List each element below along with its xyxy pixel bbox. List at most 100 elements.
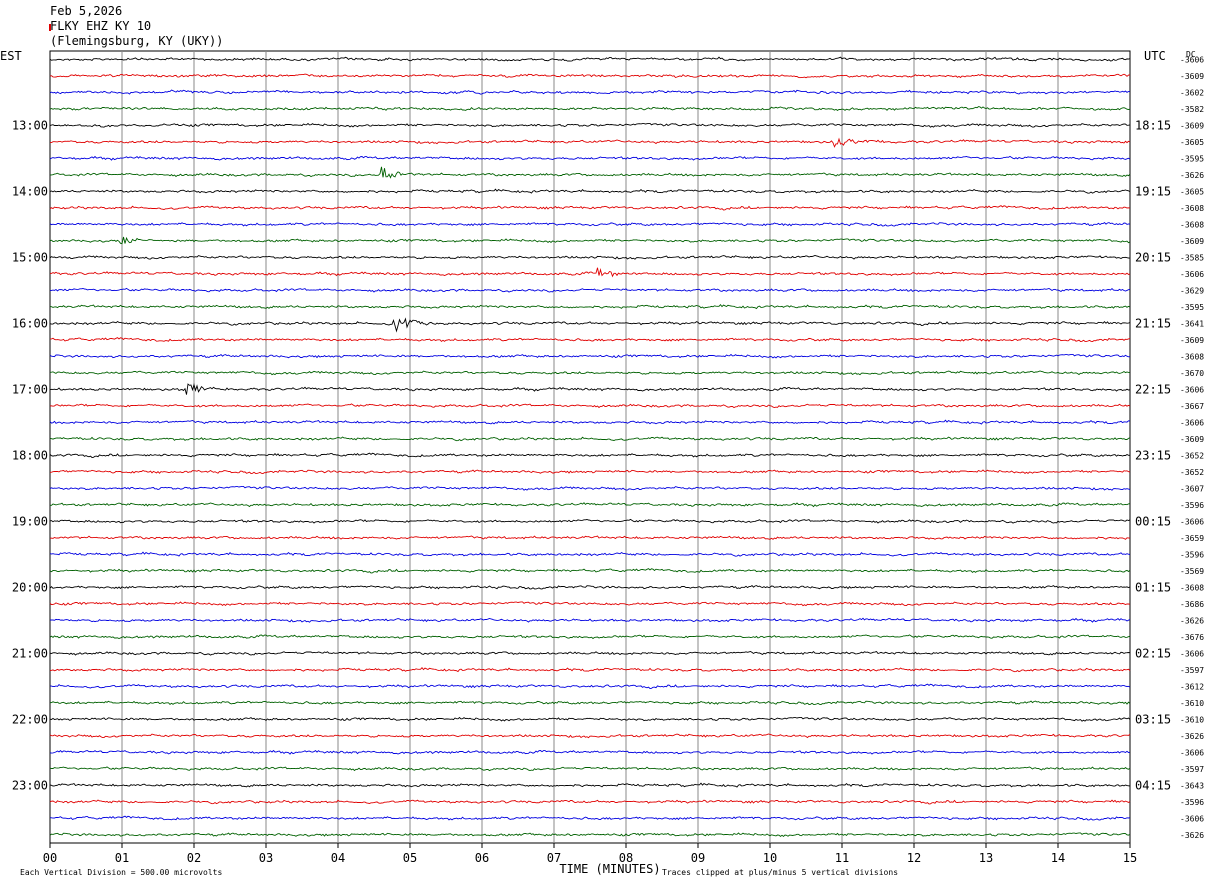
x-tick-label: 07 bbox=[547, 851, 561, 865]
seismic-trace bbox=[49, 166, 1131, 179]
dc-offset-label: -3609 bbox=[1180, 237, 1204, 246]
seismic-trace bbox=[49, 667, 1131, 673]
seismic-trace bbox=[49, 733, 1131, 739]
seismic-trace bbox=[50, 137, 1131, 148]
seismic-trace bbox=[49, 700, 1131, 705]
seismic-trace bbox=[49, 304, 1131, 310]
dc-offset-label: -3609 bbox=[1180, 435, 1204, 444]
right-hour-label: 21:15 bbox=[1135, 316, 1171, 330]
seismic-trace bbox=[49, 535, 1131, 540]
seismic-trace bbox=[49, 617, 1131, 623]
seismic-trace bbox=[49, 383, 1131, 395]
dc-offset-label: -3610 bbox=[1180, 715, 1204, 724]
dc-offset-label: -3606 bbox=[1180, 517, 1204, 526]
dc-offset-label: -3609 bbox=[1180, 121, 1204, 130]
x-tick-label: 09 bbox=[691, 851, 705, 865]
x-tick-label: 15 bbox=[1123, 851, 1137, 865]
seismic-trace bbox=[49, 585, 1131, 590]
left-hour-label: 20:00 bbox=[12, 580, 48, 594]
left-axis-label: EST bbox=[0, 49, 22, 63]
seismic-trace bbox=[49, 551, 1131, 557]
right-hour-label: 18:15 bbox=[1135, 118, 1171, 132]
dc-offset-label: -3596 bbox=[1180, 501, 1204, 510]
seismic-trace bbox=[49, 222, 1131, 227]
x-tick-label: 13 bbox=[979, 851, 993, 865]
left-hour-label: 14:00 bbox=[12, 184, 48, 198]
x-tick-label: 03 bbox=[259, 851, 273, 865]
footer-right: Traces clipped at plus/minus 5 vertical … bbox=[662, 868, 898, 877]
seismic-trace bbox=[49, 452, 1130, 458]
left-hour-label: 23:00 bbox=[12, 778, 48, 792]
dc-offset-label: -3606 bbox=[1180, 649, 1204, 658]
dc-offset-label: -3606 bbox=[1180, 748, 1204, 757]
dc-offset-label: -3641 bbox=[1180, 319, 1204, 328]
dc-label: DC bbox=[1186, 50, 1196, 59]
left-hour-label: 13:00 bbox=[12, 118, 48, 132]
dc-offset-label: -3605 bbox=[1180, 138, 1204, 147]
footer-left: Each Vertical Division = 500.00 microvol… bbox=[20, 868, 222, 877]
seismic-trace bbox=[49, 782, 1131, 788]
seismic-trace bbox=[49, 799, 1131, 805]
x-tick-label: 02 bbox=[187, 851, 201, 865]
x-tick-label: 14 bbox=[1051, 851, 1065, 865]
x-tick-label: 01 bbox=[115, 851, 129, 865]
dc-offset-label: -3612 bbox=[1180, 682, 1204, 691]
dc-offset-label: -3652 bbox=[1180, 451, 1204, 460]
dc-offset-label: -3667 bbox=[1180, 402, 1204, 411]
seismic-trace bbox=[49, 749, 1131, 755]
dc-offset-label: -3676 bbox=[1180, 633, 1204, 642]
seismic-trace bbox=[49, 188, 1131, 194]
x-tick-label: 00 bbox=[43, 851, 57, 865]
seismic-trace bbox=[49, 255, 1131, 260]
dc-offset-label: -3659 bbox=[1180, 534, 1204, 543]
left-hour-label: 21:00 bbox=[12, 646, 48, 660]
dc-offset-label: -3569 bbox=[1180, 567, 1204, 576]
seismic-trace bbox=[49, 601, 1131, 607]
left-hour-label: 16:00 bbox=[12, 316, 48, 330]
seismic-trace bbox=[49, 73, 1131, 79]
seismic-trace bbox=[49, 634, 1131, 640]
x-tick-label: 11 bbox=[835, 851, 849, 865]
seismic-trace bbox=[49, 287, 1131, 293]
dc-offset-label: -3643 bbox=[1180, 781, 1204, 790]
seismic-trace bbox=[49, 267, 1131, 278]
dc-offset-label: -3606 bbox=[1180, 418, 1204, 427]
x-axis-label: TIME (MINUTES) bbox=[559, 862, 660, 876]
x-tick-label: 08 bbox=[619, 851, 633, 865]
seismic-trace bbox=[49, 419, 1131, 425]
dc-offset-label: -3602 bbox=[1180, 88, 1204, 97]
dc-offset-label: -3585 bbox=[1180, 253, 1204, 262]
dc-offset-label: -3582 bbox=[1180, 105, 1204, 114]
x-tick-label: 10 bbox=[763, 851, 777, 865]
seismic-trace bbox=[49, 832, 1131, 837]
seismic-trace bbox=[49, 89, 1131, 95]
right-hour-label: 20:15 bbox=[1135, 250, 1171, 264]
dc-offset-label: -3607 bbox=[1180, 484, 1204, 493]
dc-offset-label: -3597 bbox=[1180, 765, 1204, 774]
left-hour-label: 17:00 bbox=[12, 382, 48, 396]
seismic-trace bbox=[49, 403, 1131, 409]
seismic-trace bbox=[49, 370, 1130, 376]
dc-offset-label: -3597 bbox=[1180, 666, 1204, 675]
right-axis-label: UTC bbox=[1144, 49, 1166, 63]
right-hour-label: 04:15 bbox=[1135, 778, 1171, 792]
dc-offset-label: -3608 bbox=[1180, 583, 1204, 592]
right-hour-label: 02:15 bbox=[1135, 646, 1171, 660]
dc-offset-label: -3670 bbox=[1180, 369, 1204, 378]
right-hour-label: 03:15 bbox=[1135, 712, 1171, 726]
seismic-trace bbox=[49, 205, 1131, 211]
dc-offset-label: -3608 bbox=[1180, 204, 1204, 213]
left-hour-label: 15:00 bbox=[12, 250, 48, 264]
red-marker bbox=[49, 24, 51, 31]
left-hour-label: 19:00 bbox=[12, 514, 48, 528]
dc-offset-label: -3686 bbox=[1180, 600, 1204, 609]
seismic-trace bbox=[49, 518, 1131, 524]
right-hour-label: 19:15 bbox=[1135, 184, 1171, 198]
dc-offset-label: -3626 bbox=[1180, 171, 1204, 180]
dc-offset-label: -3606 bbox=[1180, 814, 1204, 823]
seismic-trace bbox=[49, 815, 1131, 821]
dc-offset-label: -3609 bbox=[1180, 72, 1204, 81]
seismic-trace bbox=[49, 106, 1131, 111]
seismic-trace bbox=[49, 236, 1131, 245]
